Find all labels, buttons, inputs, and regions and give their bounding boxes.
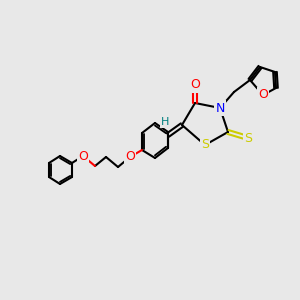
Text: O: O <box>190 79 200 92</box>
Text: S: S <box>201 139 209 152</box>
Text: S: S <box>244 131 252 145</box>
Text: O: O <box>78 149 88 163</box>
Text: H: H <box>161 117 169 127</box>
Text: O: O <box>258 88 268 101</box>
Text: O: O <box>125 151 135 164</box>
Text: N: N <box>215 101 225 115</box>
